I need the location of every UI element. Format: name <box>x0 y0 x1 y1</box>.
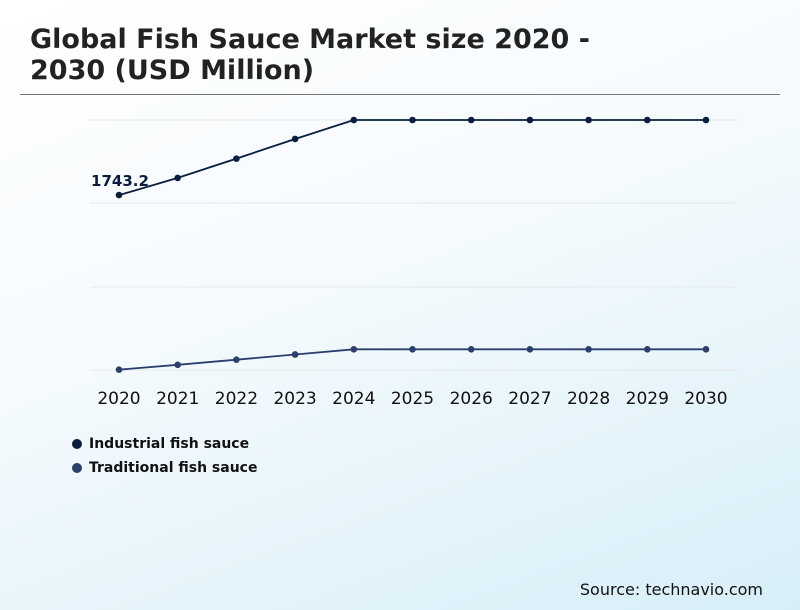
data-labels: 1743.2 <box>91 172 149 190</box>
data-points <box>115 116 710 373</box>
data-point <box>291 351 299 358</box>
gridlines <box>90 119 737 371</box>
x-tick-label: 2025 <box>391 389 434 409</box>
legend-item-industrial: Industrial fish sauce <box>72 436 249 452</box>
chart-title: Global Fish Sauce Market size 2020 - 203… <box>30 24 590 86</box>
x-axis-ticks: 2020 2021 2022 2023 2024 2025 2026 2027 2028 2029… <box>97 389 727 409</box>
data-point <box>291 135 299 143</box>
data-point <box>585 116 592 124</box>
data-point <box>115 191 123 199</box>
data-point <box>233 356 240 363</box>
source-credit: Source: technavio.com <box>579 580 763 599</box>
data-point <box>409 116 416 124</box>
data-point <box>409 346 416 353</box>
series-line-industrial <box>118 119 706 196</box>
data-point <box>702 116 710 124</box>
x-tick-label: 2026 <box>450 389 493 409</box>
data-point <box>350 346 358 353</box>
legend-label: Industrial fish sauce <box>89 436 250 452</box>
series-lines <box>118 119 706 371</box>
x-tick-label: 2022 <box>215 389 258 409</box>
data-point <box>467 346 475 353</box>
legend-item-traditional: Traditional fish sauce <box>72 460 257 476</box>
x-tick-label: 2023 <box>273 389 316 409</box>
x-tick-label: 2024 <box>332 389 375 409</box>
data-point <box>644 116 651 124</box>
legend-label: Traditional fish sauce <box>89 460 258 476</box>
x-tick-label: 2029 <box>626 389 669 409</box>
data-point <box>233 155 240 162</box>
x-tick-label: 2030 <box>684 389 727 409</box>
x-tick-label: 2020 <box>97 389 140 409</box>
data-point <box>702 346 710 353</box>
data-point <box>350 116 358 124</box>
legend-marker-icon <box>72 439 82 449</box>
data-point <box>174 361 181 369</box>
data-point <box>526 346 534 353</box>
title-divider <box>20 94 780 95</box>
data-point <box>526 116 534 124</box>
data-point <box>585 346 592 353</box>
data-point <box>467 116 475 124</box>
x-tick-label: 2021 <box>156 389 199 409</box>
x-tick-label: 2027 <box>508 389 551 409</box>
legend-marker-icon <box>72 463 82 473</box>
x-tick-label: 2028 <box>567 389 610 409</box>
data-point <box>644 346 651 353</box>
data-point <box>115 366 123 373</box>
data-point <box>174 174 181 182</box>
data-label: 1743.2 <box>91 172 149 190</box>
